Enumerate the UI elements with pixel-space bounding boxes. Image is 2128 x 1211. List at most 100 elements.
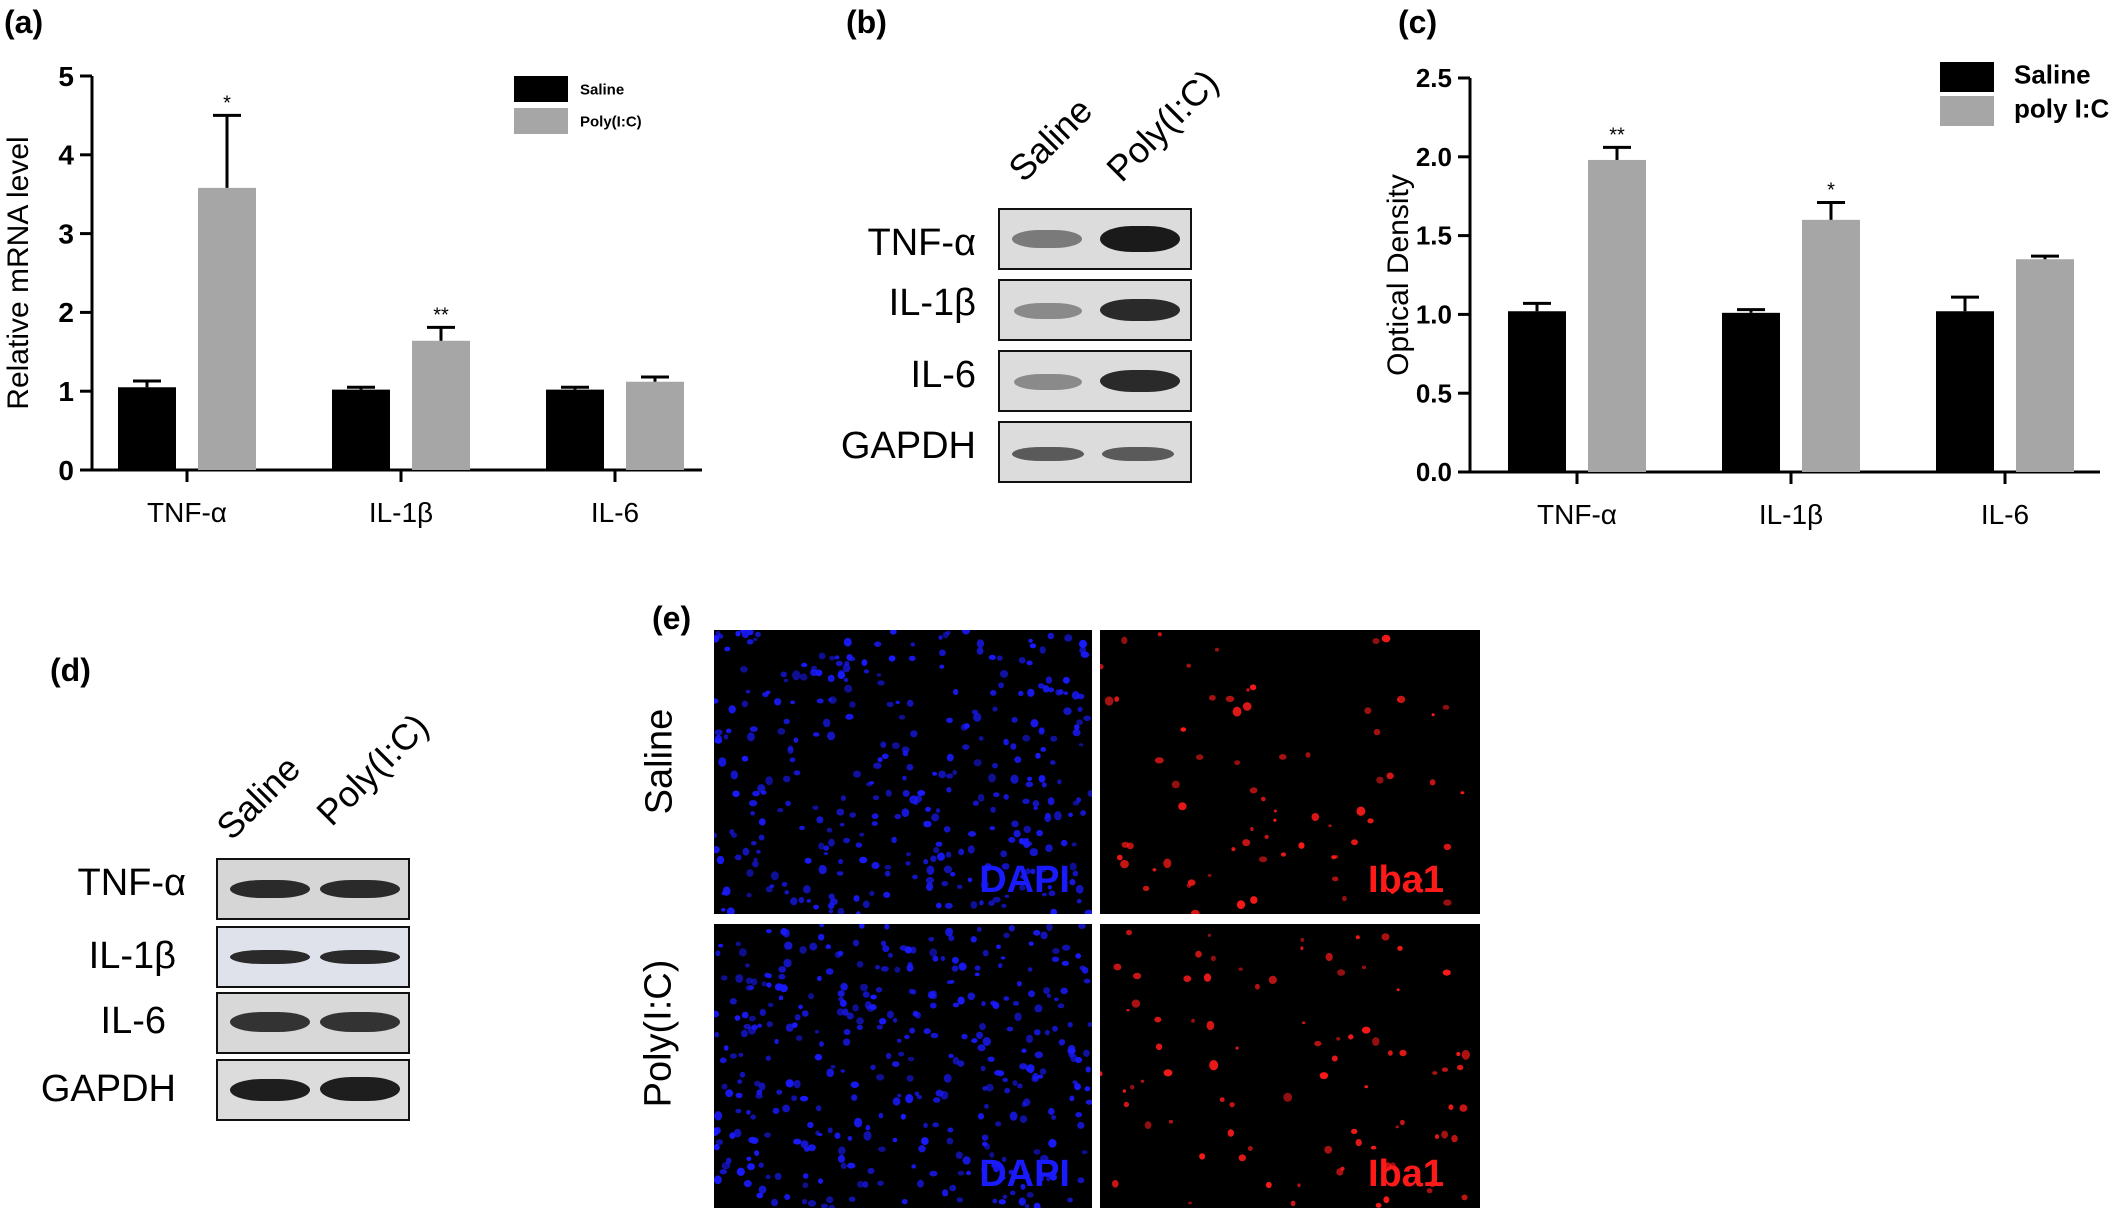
channel-label-iba1: Iba1 (1367, 859, 1444, 901)
cell-signal (714, 1010, 720, 1018)
bar (1588, 159, 1646, 472)
blot-row-label-il6: IL-6 (100, 1000, 166, 1042)
cell-signal (714, 1143, 720, 1151)
cell-signal (806, 899, 811, 903)
cell-signal (916, 1095, 923, 1100)
cell-signal (759, 1008, 766, 1016)
cell-signal (792, 670, 801, 681)
cell-signal (775, 983, 783, 990)
cell-signal (1084, 1086, 1091, 1092)
cell-signal (721, 1083, 728, 1090)
cell-signal (951, 956, 959, 964)
cell-signal (1030, 719, 1039, 728)
cell-signal (884, 870, 891, 877)
cell-signal (1063, 707, 1072, 715)
cell-signal (1300, 937, 1305, 942)
cell-signal (731, 832, 738, 838)
cell-signal (875, 1074, 885, 1081)
cell-signal (719, 1057, 727, 1064)
lane-label-polyic: Poly(I:C) (1098, 61, 1227, 190)
cell-signal (851, 1094, 858, 1101)
bar (1802, 219, 1860, 472)
cell-signal (935, 841, 943, 847)
cell-signal (862, 900, 870, 909)
cell-signal (734, 854, 742, 861)
bar (198, 187, 256, 470)
cell-signal (859, 856, 868, 864)
cell-signal (1033, 929, 1041, 936)
cell-signal (1351, 1128, 1358, 1135)
cell-signal (1104, 696, 1114, 706)
cell-signal (996, 655, 1003, 661)
cell-signal (940, 1091, 949, 1100)
cell-signal (946, 980, 953, 985)
cell-signal (1085, 1066, 1091, 1073)
cell-signal (937, 852, 945, 861)
cell-signal (1100, 1071, 1103, 1077)
cell-signal (977, 1044, 986, 1052)
cell-signal (1027, 967, 1033, 972)
cell-signal (846, 1012, 854, 1020)
cell-signal (994, 1070, 1002, 1076)
cell-signal (823, 845, 830, 851)
cell-signal (745, 977, 753, 984)
cell-signal (888, 952, 893, 958)
cell-signal (1020, 874, 1026, 879)
cell-signal (929, 948, 938, 957)
cell-signal (1429, 1180, 1436, 1188)
cell-signal (908, 655, 916, 661)
bar (546, 389, 604, 470)
cell-signal (1355, 1139, 1362, 1147)
blot-band (320, 880, 400, 898)
cell-signal (965, 1170, 972, 1176)
cell-signal (725, 728, 732, 734)
cell-signal (740, 666, 748, 673)
y-tick-label: 0 (58, 455, 74, 486)
cell-signal (1144, 1121, 1152, 1129)
x-tick-label: TNF-α (147, 497, 227, 528)
cell-signal (865, 1124, 871, 1131)
cell-signal (1187, 879, 1196, 886)
channel-label-dapi: DAPI (979, 1153, 1070, 1195)
cell-signal (902, 789, 910, 797)
cell-signal (716, 855, 725, 865)
bar (412, 340, 470, 470)
micrograph-signal (1100, 632, 1465, 914)
bar (2016, 259, 2074, 472)
cell-signal (878, 1112, 884, 1119)
cell-signal (1084, 909, 1092, 914)
lane-label-polyic: Poly(I:C) (308, 705, 437, 834)
panel-label-a: (a) (4, 4, 44, 40)
y-tick-label: 2.5 (1416, 63, 1452, 93)
cell-signal (1042, 892, 1047, 897)
cell-signal (1121, 841, 1130, 848)
bar (332, 389, 390, 470)
cell-signal (1361, 1026, 1371, 1034)
cell-signal (904, 1034, 910, 1040)
panel-label-c: (c) (1398, 4, 1438, 40)
cell-signal (844, 660, 850, 666)
cell-signal (1022, 1171, 1030, 1180)
cell-signal (785, 1023, 794, 1032)
cell-signal (741, 755, 749, 762)
cell-signal (889, 630, 897, 635)
cell-signal (1057, 779, 1062, 785)
cell-signal (1305, 752, 1311, 758)
cell-signal (1456, 1052, 1461, 1056)
cell-signal (941, 880, 949, 887)
cell-signal (971, 1038, 978, 1044)
cell-signal (1067, 1197, 1073, 1203)
blot-band (230, 1079, 310, 1101)
cell-signal (1064, 634, 1073, 642)
cell-signal (837, 990, 845, 997)
cell-signal (1076, 899, 1082, 904)
cell-signal (820, 1203, 828, 1208)
cell-signal (892, 1017, 898, 1023)
cell-signal (1081, 1150, 1088, 1155)
cell-signal (1381, 634, 1391, 643)
cell-signal (901, 1198, 908, 1205)
cell-signal (1460, 791, 1465, 795)
cell-signal (912, 1010, 919, 1017)
cell-signal (1227, 1129, 1234, 1137)
cell-signal (992, 896, 1001, 903)
